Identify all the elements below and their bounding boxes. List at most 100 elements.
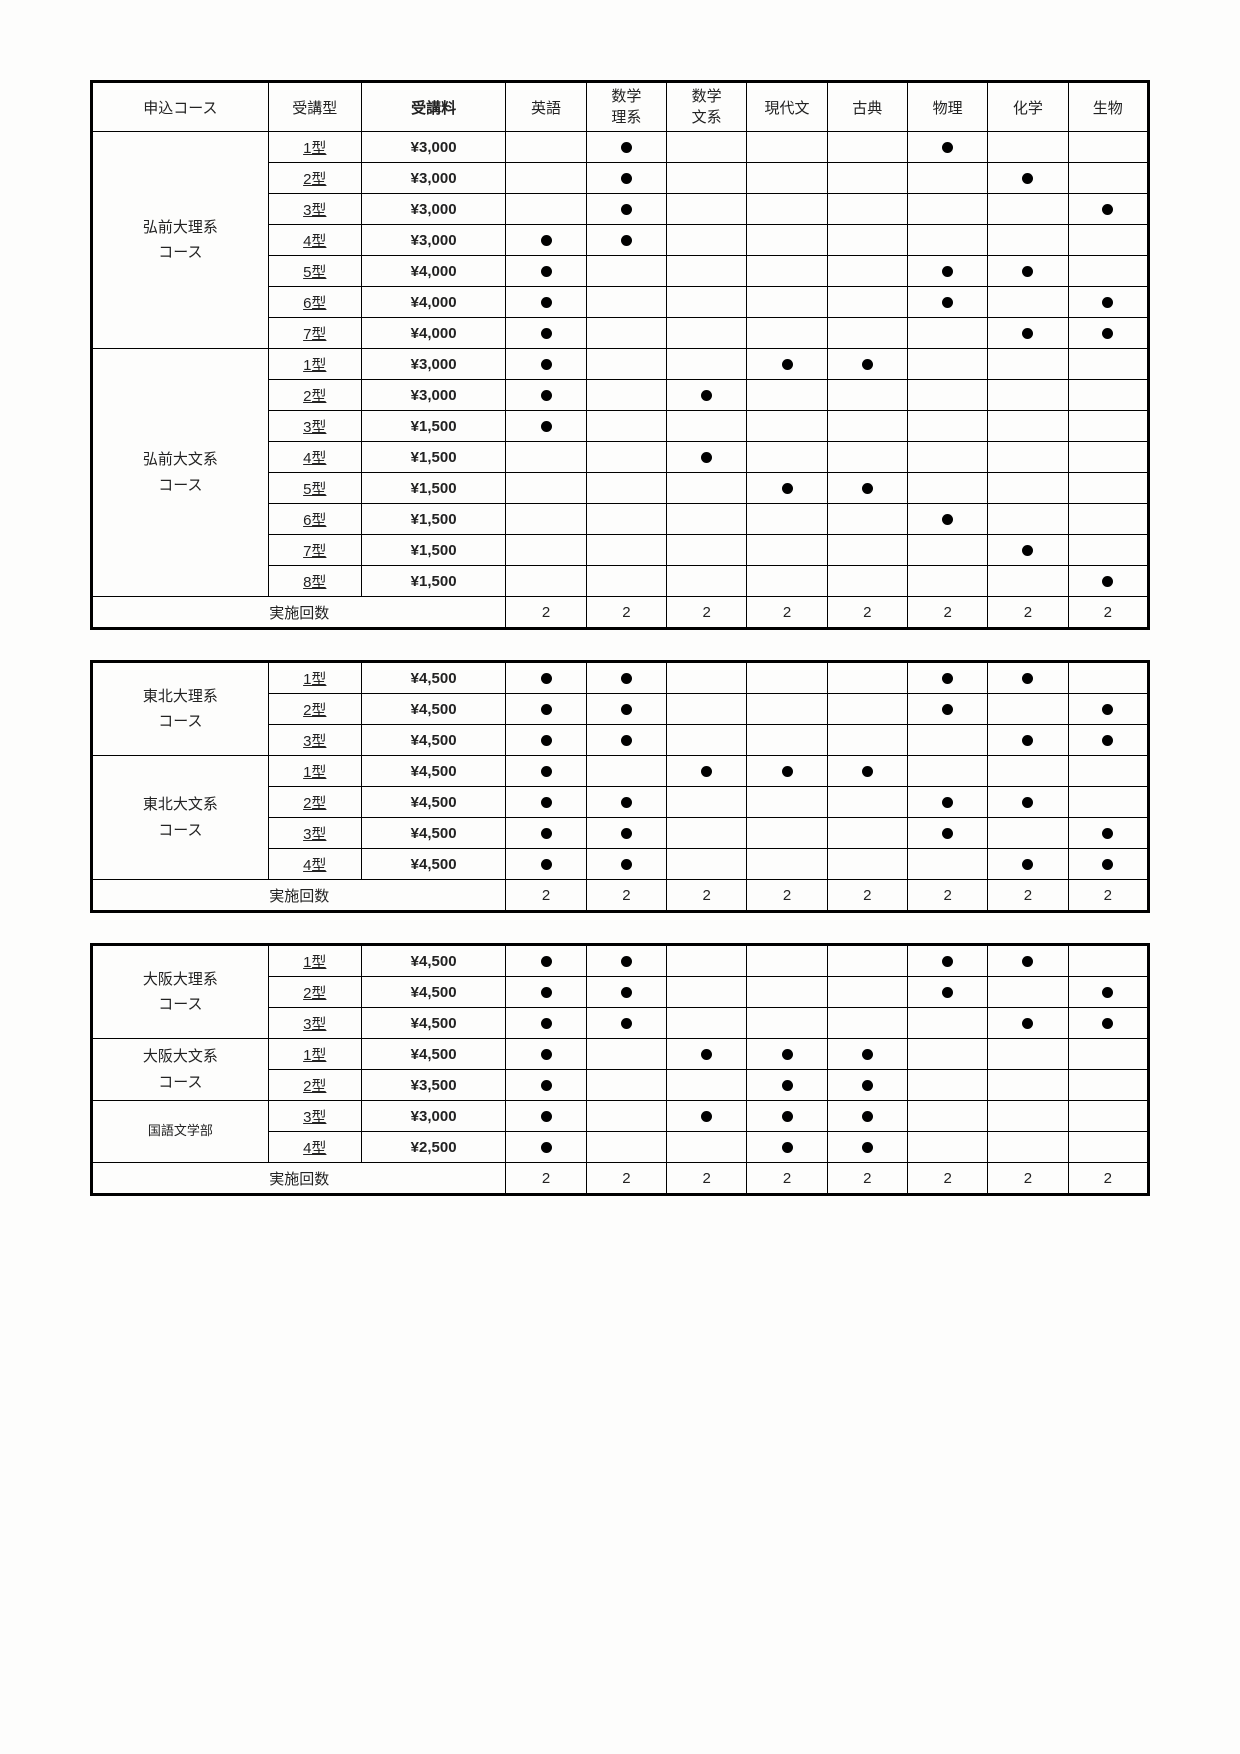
- subject-mark-cell: [506, 756, 586, 787]
- subject-mark-cell: [747, 1132, 827, 1163]
- subject-mark-cell: [907, 535, 987, 566]
- subject-mark-cell: [1068, 849, 1148, 880]
- subject-mark-cell: [1068, 535, 1148, 566]
- subject-mark-cell: [988, 287, 1068, 318]
- table-2-body: 東北大理系コース1型¥4,5002型¥4,5003型¥4,500東北大文系コース…: [92, 662, 1149, 912]
- fee-cell: ¥3,000: [361, 163, 506, 194]
- mark-dot-icon: [942, 673, 953, 684]
- fee-cell: ¥4,500: [361, 694, 506, 725]
- subject-mark-cell: [988, 473, 1068, 504]
- subject-mark-cell: [747, 380, 827, 411]
- mark-dot-icon: [1022, 328, 1033, 339]
- subject-mark-cell: [827, 1101, 907, 1132]
- subject-mark-cell: [1068, 1132, 1148, 1163]
- subject-mark-cell: [506, 1101, 586, 1132]
- subject-mark-cell: [988, 225, 1068, 256]
- subject-mark-cell: [506, 318, 586, 349]
- subject-mark-cell: [827, 442, 907, 473]
- subject-mark-cell: [506, 225, 586, 256]
- subject-mark-cell: [1068, 662, 1148, 694]
- subject-mark-cell: [506, 787, 586, 818]
- subject-mark-cell: [827, 694, 907, 725]
- course-name-cell: 東北大理系コース: [92, 662, 269, 756]
- subject-mark-cell: [506, 535, 586, 566]
- subject-mark-cell: [827, 411, 907, 442]
- mark-dot-icon: [541, 266, 552, 277]
- sessions-count-cell: 2: [907, 880, 987, 912]
- mark-dot-icon: [1102, 828, 1113, 839]
- subject-mark-cell: [747, 945, 827, 977]
- mark-dot-icon: [541, 766, 552, 777]
- subject-mark-cell: [1068, 1039, 1148, 1070]
- sessions-count-cell: 2: [988, 597, 1068, 629]
- mark-dot-icon: [541, 359, 552, 370]
- sessions-count-cell: 2: [907, 1163, 987, 1195]
- subject-mark-cell: [747, 442, 827, 473]
- subject-mark-cell: [907, 1101, 987, 1132]
- sessions-row: 実施回数22222222: [92, 880, 1149, 912]
- fee-cell: ¥3,500: [361, 1070, 506, 1101]
- mark-dot-icon: [942, 704, 953, 715]
- mark-dot-icon: [862, 483, 873, 494]
- sessions-count-cell: 2: [586, 597, 666, 629]
- mark-dot-icon: [1022, 545, 1033, 556]
- subject-mark-cell: [907, 442, 987, 473]
- subject-mark-cell: [506, 411, 586, 442]
- mark-dot-icon: [621, 1018, 632, 1029]
- mark-dot-icon: [621, 956, 632, 967]
- course-fee-table-1: 申込コース 受講型 受講料 英語 数学理系 数学文系 現代文 古典 物理 化学 …: [90, 80, 1150, 630]
- table-row: 弘前大理系コース1型¥3,000: [92, 132, 1149, 163]
- type-cell: 3型: [268, 725, 361, 756]
- subject-mark-cell: [988, 662, 1068, 694]
- subject-mark-cell: [747, 1070, 827, 1101]
- subject-mark-cell: [667, 194, 747, 225]
- mark-dot-icon: [541, 1111, 552, 1122]
- type-cell: 1型: [268, 756, 361, 787]
- subject-mark-cell: [586, 411, 666, 442]
- subject-mark-cell: [827, 380, 907, 411]
- mark-dot-icon: [541, 735, 552, 746]
- subject-mark-cell: [667, 849, 747, 880]
- mark-dot-icon: [782, 483, 793, 494]
- type-cell: 1型: [268, 662, 361, 694]
- subject-mark-cell: [667, 349, 747, 380]
- subject-mark-cell: [747, 694, 827, 725]
- type-cell: 3型: [268, 411, 361, 442]
- mark-dot-icon: [942, 797, 953, 808]
- subject-mark-cell: [907, 1132, 987, 1163]
- fee-cell: ¥1,500: [361, 442, 506, 473]
- subject-mark-cell: [667, 977, 747, 1008]
- subject-mark-cell: [667, 380, 747, 411]
- mark-dot-icon: [1102, 328, 1113, 339]
- subject-mark-cell: [506, 694, 586, 725]
- subject-mark-cell: [506, 194, 586, 225]
- sessions-count-cell: 2: [586, 1163, 666, 1195]
- subject-mark-cell: [988, 349, 1068, 380]
- mark-dot-icon: [541, 1080, 552, 1091]
- subject-mark-cell: [747, 256, 827, 287]
- subject-mark-cell: [907, 318, 987, 349]
- subject-mark-cell: [827, 349, 907, 380]
- subject-mark-cell: [747, 287, 827, 318]
- subject-mark-cell: [506, 349, 586, 380]
- mark-dot-icon: [1022, 1018, 1033, 1029]
- subject-mark-cell: [747, 504, 827, 535]
- subject-mark-cell: [1068, 756, 1148, 787]
- subject-mark-cell: [907, 818, 987, 849]
- subject-mark-cell: [586, 504, 666, 535]
- sessions-count-cell: 2: [586, 880, 666, 912]
- subject-mark-cell: [747, 535, 827, 566]
- mark-dot-icon: [701, 1111, 712, 1122]
- fee-cell: ¥4,500: [361, 787, 506, 818]
- subject-mark-cell: [1068, 977, 1148, 1008]
- mark-dot-icon: [621, 235, 632, 246]
- subject-mark-cell: [827, 662, 907, 694]
- subject-mark-cell: [586, 318, 666, 349]
- mark-dot-icon: [942, 956, 953, 967]
- subject-mark-cell: [907, 504, 987, 535]
- subject-mark-cell: [506, 1008, 586, 1039]
- subject-mark-cell: [988, 163, 1068, 194]
- subject-mark-cell: [1068, 473, 1148, 504]
- fee-cell: ¥3,000: [361, 349, 506, 380]
- subject-mark-cell: [827, 1039, 907, 1070]
